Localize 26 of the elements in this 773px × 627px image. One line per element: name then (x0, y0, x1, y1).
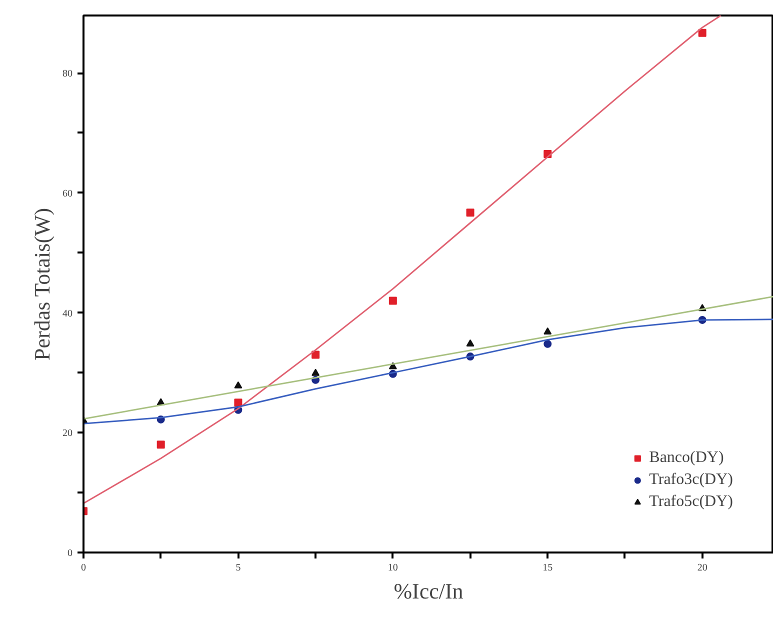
x-tick-label: 5 (236, 562, 241, 574)
legend-label: Trafo3c(DY) (649, 471, 733, 489)
x-tick-label: 20 (697, 562, 708, 574)
legend-label: Trafo5c(DY) (649, 493, 733, 511)
point (544, 327, 552, 334)
point (544, 340, 552, 348)
y-tick-label: 80 (62, 68, 72, 80)
point (312, 350, 320, 359)
legend-label: Banco(DY) (649, 449, 724, 467)
point (234, 381, 242, 388)
y-tick-label: 40 (62, 308, 72, 320)
point (466, 208, 474, 217)
y-tick-label: 20 (62, 428, 72, 440)
point (698, 28, 706, 37)
x-tick-label: 0 (81, 562, 86, 574)
point (156, 440, 165, 449)
y-axis-title: Perdas Totais(W) (30, 208, 54, 361)
point (466, 339, 474, 346)
x-tick-label: 10 (388, 562, 398, 574)
x-axis-title: %Icc/In (394, 578, 464, 604)
x-tick-label: 15 (542, 562, 553, 574)
point (388, 296, 397, 305)
y-tick-label: 0 (68, 548, 72, 559)
y-tick-label: 60 (62, 188, 72, 200)
point (312, 368, 320, 376)
point (234, 398, 242, 407)
